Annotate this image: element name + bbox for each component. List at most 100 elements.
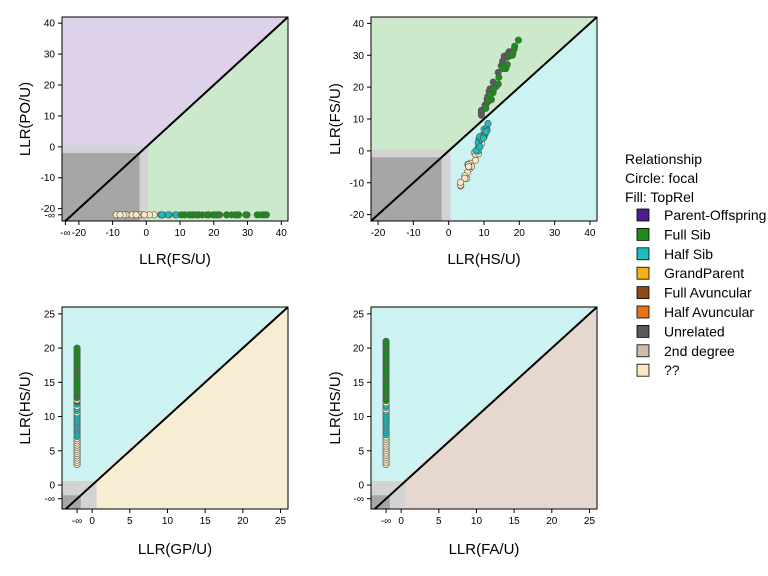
x-tick-label: -10 [406, 228, 421, 239]
y-tick-label: 30 [44, 50, 56, 61]
x-tick-label: 0 [446, 228, 452, 239]
data-point [514, 36, 522, 44]
x-tick-label: 10 [471, 516, 483, 527]
data-point [508, 51, 516, 59]
y-tick-label: 25 [353, 309, 365, 320]
x-tick-label: -20 [72, 228, 87, 239]
data-point [210, 211, 218, 219]
legend-swatch [636, 208, 650, 222]
data-point [457, 178, 465, 186]
legend: Relationship Circle: focal Fill: TopRel … [625, 151, 766, 378]
y-tick-label: 40 [44, 19, 56, 30]
y-tick-label: 10 [353, 412, 365, 423]
legend-swatch [636, 305, 650, 319]
y-axis-label: LLR(HS/U) [17, 371, 34, 444]
x-tick-label: 15 [200, 516, 212, 527]
y-tick-label: -∞ [45, 494, 55, 505]
legend-label: 2nd degree [664, 343, 735, 359]
y-tick-label: 30 [353, 51, 365, 62]
legend-fill-note: Fill: TopRel [625, 189, 694, 205]
data-point [482, 128, 490, 136]
y-tick-label: 5 [358, 446, 364, 457]
x-tick-label: 40 [276, 228, 288, 239]
y-axis-label: LLR(PO/U) [17, 82, 34, 156]
data-point [511, 42, 519, 50]
x-tick-label: 0 [144, 228, 150, 239]
x-tick-label: -∞ [72, 516, 82, 527]
x-tick-label: 0 [398, 516, 404, 527]
data-point [140, 211, 148, 219]
x-axis-label: LLR(HS/U) [447, 251, 520, 268]
legend-item: ?? [636, 362, 680, 378]
data-point [490, 85, 498, 93]
data-point [232, 211, 240, 219]
data-point [476, 143, 484, 151]
y-tick-label: -∞ [45, 210, 55, 221]
panel-hs-vs-fa: -∞ 0 5 10 15 20 25 -∞ 0 5 10 15 20 25 LLR(FA/U) LLR(… [327, 306, 598, 558]
y-tick-label: 0 [358, 481, 364, 492]
diagonal-line [65, 306, 289, 510]
y-tick-label: -20 [41, 204, 56, 215]
x-tick-label: 0 [89, 516, 95, 527]
data-point [242, 211, 250, 219]
diagonal-line [374, 306, 598, 510]
x-tick-label: 25 [275, 516, 287, 527]
y-tick-label: -∞ [354, 494, 364, 505]
y-tick-label: 15 [353, 378, 365, 389]
data-point [116, 211, 124, 219]
data-point [382, 337, 390, 345]
legend-label: Unrelated [664, 323, 725, 339]
x-tick-label: 25 [584, 516, 596, 527]
data-point [193, 211, 201, 219]
legend-label: Full Sib [664, 226, 711, 242]
legend-item: 2nd degree [636, 343, 735, 359]
y-tick-label: 20 [44, 344, 56, 355]
x-tick-label: 20 [546, 516, 558, 527]
legend-label: GrandParent [664, 265, 744, 281]
data-point [482, 104, 490, 112]
y-tick-label: 20 [353, 83, 365, 94]
legend-item: Half Sib [636, 246, 713, 262]
y-tick-label: -20 [350, 210, 365, 221]
data-point [484, 120, 492, 128]
y-tick-label: 5 [49, 446, 55, 457]
legend-item: Full Sib [636, 226, 711, 242]
x-tick-label: -20 [371, 228, 386, 239]
y-tick-label: 0 [49, 481, 55, 492]
data-point [132, 211, 140, 219]
diagonal-line [370, 16, 598, 222]
y-tick-label: 0 [49, 142, 55, 153]
x-tick-label: 20 [208, 228, 220, 239]
data-point [465, 163, 473, 171]
diagonal-line [64, 16, 289, 222]
legend-title: Relationship [625, 151, 702, 167]
legend-swatch [636, 247, 650, 261]
x-tick-label: 10 [174, 228, 186, 239]
y-tick-label: 20 [353, 344, 365, 355]
x-axis-label: LLR(FS/U) [139, 251, 211, 268]
data-point [495, 73, 503, 81]
legend-label: Half Sib [664, 246, 713, 262]
legend-swatch [636, 286, 650, 300]
x-axis-label: LLR(FA/U) [449, 541, 520, 558]
legend-swatch [636, 266, 650, 280]
legend-item: Half Avuncular [636, 304, 754, 320]
legend-swatch [636, 227, 650, 241]
x-tick-label: -10 [105, 228, 120, 239]
x-tick-label: 20 [514, 228, 526, 239]
data-point [494, 80, 502, 88]
legend-item: Parent-Offspring [636, 207, 766, 223]
x-axis-label: LLR(GP/U) [138, 541, 212, 558]
y-tick-label: 10 [44, 412, 56, 423]
data-point [253, 211, 261, 219]
data-point [73, 344, 81, 352]
legend-label: ?? [664, 362, 680, 378]
data-point [158, 211, 166, 219]
data-point [499, 65, 507, 73]
panel-hs-vs-gp: -∞ 0 5 10 15 20 25 -∞ 0 5 10 15 20 25 LLR(GP/U) LLR(… [17, 306, 289, 558]
y-tick-label: 10 [44, 111, 56, 122]
legend-item: Unrelated [636, 323, 725, 339]
data-point [477, 111, 485, 119]
y-tick-label: -10 [350, 178, 365, 189]
